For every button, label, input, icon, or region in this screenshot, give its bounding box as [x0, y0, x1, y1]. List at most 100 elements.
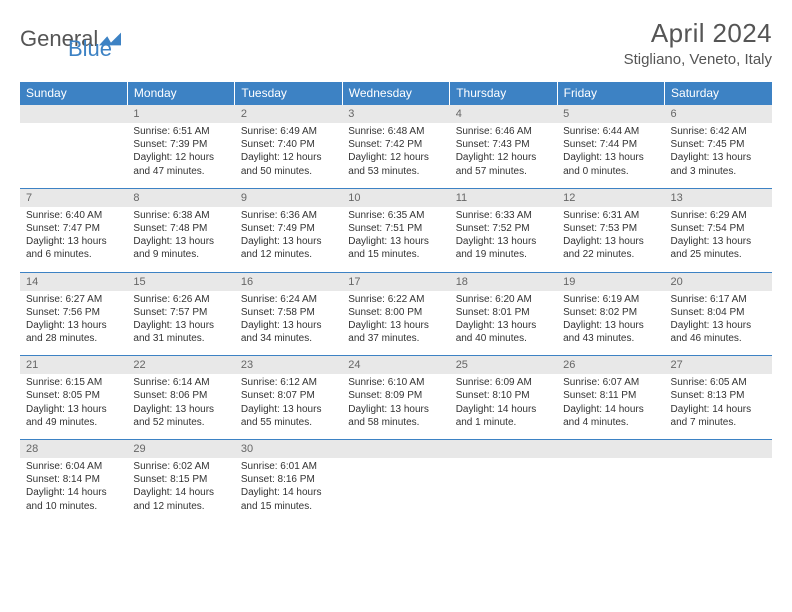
- day-number-row: 282930: [20, 440, 772, 459]
- day-content-cell: Sunrise: 6:20 AMSunset: 8:01 PMDaylight:…: [450, 291, 557, 356]
- sunset-text: Sunset: 7:48 PM: [133, 222, 228, 235]
- day-content-cell: Sunrise: 6:24 AMSunset: 7:58 PMDaylight:…: [235, 291, 342, 356]
- daylight-text: Daylight: 13 hours and 34 minutes.: [241, 319, 336, 345]
- sunrise-text: Sunrise: 6:17 AM: [671, 293, 766, 306]
- sunrise-text: Sunrise: 6:49 AM: [241, 125, 336, 138]
- daylight-text: Daylight: 12 hours and 47 minutes.: [133, 151, 228, 177]
- day-number-cell: [450, 440, 557, 459]
- day-number-row: 21222324252627: [20, 356, 772, 375]
- daylight-text: Daylight: 13 hours and 15 minutes.: [348, 235, 443, 261]
- daylight-text: Daylight: 14 hours and 7 minutes.: [671, 403, 766, 429]
- day-number-cell: 17: [342, 272, 449, 291]
- daylight-text: Daylight: 13 hours and 58 minutes.: [348, 403, 443, 429]
- sunset-text: Sunset: 8:16 PM: [241, 473, 336, 486]
- sunrise-text: Sunrise: 6:26 AM: [133, 293, 228, 306]
- day-number-cell: 21: [20, 356, 127, 375]
- sunset-text: Sunset: 7:40 PM: [241, 138, 336, 151]
- weekday-header: Thursday: [450, 82, 557, 105]
- day-number-cell: [665, 440, 772, 459]
- day-content-row: Sunrise: 6:40 AMSunset: 7:47 PMDaylight:…: [20, 207, 772, 272]
- sunrise-text: Sunrise: 6:12 AM: [241, 376, 336, 389]
- sunset-text: Sunset: 7:57 PM: [133, 306, 228, 319]
- day-content-cell: Sunrise: 6:07 AMSunset: 8:11 PMDaylight:…: [557, 374, 664, 439]
- day-content-cell: [665, 458, 772, 523]
- sunset-text: Sunset: 8:10 PM: [456, 389, 551, 402]
- sunset-text: Sunset: 7:39 PM: [133, 138, 228, 151]
- day-content-cell: Sunrise: 6:22 AMSunset: 8:00 PMDaylight:…: [342, 291, 449, 356]
- day-content-cell: Sunrise: 6:09 AMSunset: 8:10 PMDaylight:…: [450, 374, 557, 439]
- day-content-cell: Sunrise: 6:12 AMSunset: 8:07 PMDaylight:…: [235, 374, 342, 439]
- sunset-text: Sunset: 8:11 PM: [563, 389, 658, 402]
- day-content-row: Sunrise: 6:27 AMSunset: 7:56 PMDaylight:…: [20, 291, 772, 356]
- daylight-text: Daylight: 14 hours and 12 minutes.: [133, 486, 228, 512]
- sunset-text: Sunset: 8:04 PM: [671, 306, 766, 319]
- daylight-text: Daylight: 13 hours and 0 minutes.: [563, 151, 658, 177]
- daylight-text: Daylight: 12 hours and 50 minutes.: [241, 151, 336, 177]
- day-number-cell: 15: [127, 272, 234, 291]
- day-content-cell: Sunrise: 6:46 AMSunset: 7:43 PMDaylight:…: [450, 123, 557, 188]
- day-number-cell: 10: [342, 188, 449, 207]
- day-number-cell: 18: [450, 272, 557, 291]
- daylight-text: Daylight: 14 hours and 1 minute.: [456, 403, 551, 429]
- daylight-text: Daylight: 13 hours and 25 minutes.: [671, 235, 766, 261]
- daylight-text: Daylight: 13 hours and 55 minutes.: [241, 403, 336, 429]
- daylight-text: Daylight: 13 hours and 37 minutes.: [348, 319, 443, 345]
- weekday-header-row: Sunday Monday Tuesday Wednesday Thursday…: [20, 82, 772, 105]
- day-content-cell: Sunrise: 6:14 AMSunset: 8:06 PMDaylight:…: [127, 374, 234, 439]
- sunset-text: Sunset: 8:02 PM: [563, 306, 658, 319]
- day-number-cell: 23: [235, 356, 342, 375]
- sunrise-text: Sunrise: 6:07 AM: [563, 376, 658, 389]
- day-number-cell: 22: [127, 356, 234, 375]
- day-number-cell: 5: [557, 105, 664, 124]
- weekday-header: Sunday: [20, 82, 127, 105]
- day-content-cell: Sunrise: 6:17 AMSunset: 8:04 PMDaylight:…: [665, 291, 772, 356]
- day-number-row: 78910111213: [20, 188, 772, 207]
- day-number-cell: 28: [20, 440, 127, 459]
- sunset-text: Sunset: 7:56 PM: [26, 306, 121, 319]
- day-number-cell: 3: [342, 105, 449, 124]
- daylight-text: Daylight: 13 hours and 49 minutes.: [26, 403, 121, 429]
- sunrise-text: Sunrise: 6:05 AM: [671, 376, 766, 389]
- weekday-header: Monday: [127, 82, 234, 105]
- day-content-cell: Sunrise: 6:49 AMSunset: 7:40 PMDaylight:…: [235, 123, 342, 188]
- daylight-text: Daylight: 13 hours and 12 minutes.: [241, 235, 336, 261]
- day-content-cell: [450, 458, 557, 523]
- daylight-text: Daylight: 13 hours and 9 minutes.: [133, 235, 228, 261]
- day-number-cell: 12: [557, 188, 664, 207]
- daylight-text: Daylight: 13 hours and 31 minutes.: [133, 319, 228, 345]
- sunrise-text: Sunrise: 6:33 AM: [456, 209, 551, 222]
- day-number-cell: 29: [127, 440, 234, 459]
- day-content-cell: Sunrise: 6:42 AMSunset: 7:45 PMDaylight:…: [665, 123, 772, 188]
- sunrise-text: Sunrise: 6:15 AM: [26, 376, 121, 389]
- day-content-cell: [342, 458, 449, 523]
- day-number-cell: 19: [557, 272, 664, 291]
- sunrise-text: Sunrise: 6:29 AM: [671, 209, 766, 222]
- day-content-cell: Sunrise: 6:51 AMSunset: 7:39 PMDaylight:…: [127, 123, 234, 188]
- sunrise-text: Sunrise: 6:01 AM: [241, 460, 336, 473]
- sunset-text: Sunset: 7:51 PM: [348, 222, 443, 235]
- sunrise-text: Sunrise: 6:44 AM: [563, 125, 658, 138]
- day-number-cell: 30: [235, 440, 342, 459]
- day-content-cell: Sunrise: 6:38 AMSunset: 7:48 PMDaylight:…: [127, 207, 234, 272]
- day-number-cell: 26: [557, 356, 664, 375]
- daylight-text: Daylight: 13 hours and 40 minutes.: [456, 319, 551, 345]
- day-number-cell: 7: [20, 188, 127, 207]
- weekday-header: Wednesday: [342, 82, 449, 105]
- sunset-text: Sunset: 8:15 PM: [133, 473, 228, 486]
- day-number-cell: [20, 105, 127, 124]
- daylight-text: Daylight: 13 hours and 3 minutes.: [671, 151, 766, 177]
- day-number-cell: [342, 440, 449, 459]
- day-content-cell: Sunrise: 6:04 AMSunset: 8:14 PMDaylight:…: [20, 458, 127, 523]
- sunrise-text: Sunrise: 6:42 AM: [671, 125, 766, 138]
- title-block: April 2024 Stigliano, Veneto, Italy: [624, 18, 772, 68]
- sunset-text: Sunset: 7:42 PM: [348, 138, 443, 151]
- day-content-cell: Sunrise: 6:40 AMSunset: 7:47 PMDaylight:…: [20, 207, 127, 272]
- sunset-text: Sunset: 8:09 PM: [348, 389, 443, 402]
- daylight-text: Daylight: 12 hours and 53 minutes.: [348, 151, 443, 177]
- sunrise-text: Sunrise: 6:40 AM: [26, 209, 121, 222]
- sunrise-text: Sunrise: 6:38 AM: [133, 209, 228, 222]
- sunset-text: Sunset: 7:52 PM: [456, 222, 551, 235]
- day-content-cell: Sunrise: 6:02 AMSunset: 8:15 PMDaylight:…: [127, 458, 234, 523]
- day-number-row: 14151617181920: [20, 272, 772, 291]
- sunrise-text: Sunrise: 6:48 AM: [348, 125, 443, 138]
